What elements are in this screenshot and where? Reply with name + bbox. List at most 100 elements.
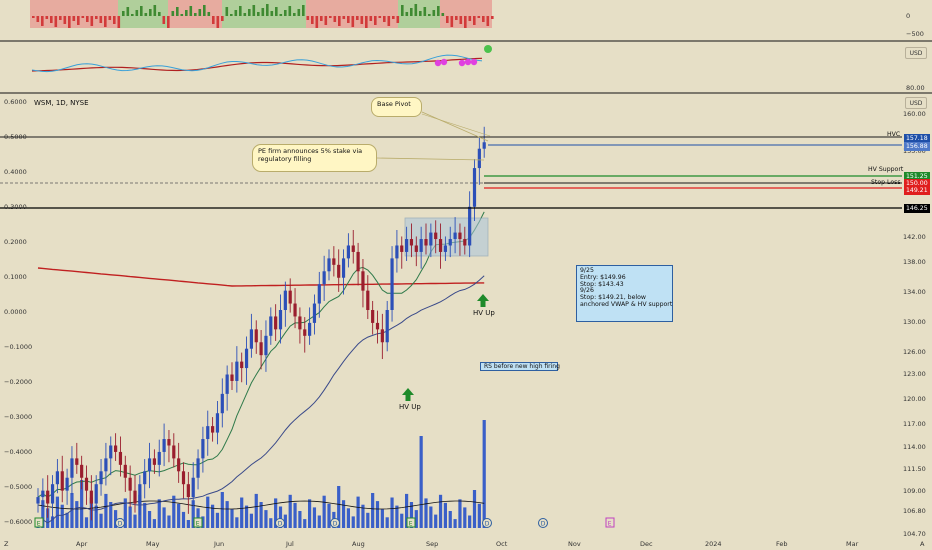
candle-body: [191, 477, 195, 498]
candle-body: [463, 239, 467, 246]
price-axis-tick: 123.00: [903, 370, 926, 378]
momentum-bar: [329, 16, 332, 18]
volume-bar: [99, 513, 103, 528]
momentum-bar: [324, 16, 328, 25]
candle-body: [341, 258, 346, 278]
usd-currency-button[interactable]: USD: [905, 97, 927, 109]
momentum-bar: [126, 7, 130, 16]
usd-currency-button[interactable]: USD: [905, 47, 927, 59]
trade-note-line: Entry: $149.96: [580, 273, 626, 281]
momentum-bar: [378, 16, 382, 18]
momentum-bar: [234, 10, 238, 16]
momentum-bar: [369, 16, 373, 21]
volume-bar: [414, 510, 418, 528]
volume-bar: [147, 511, 152, 528]
candle-body: [371, 310, 375, 323]
price-axis-tick: 114.00: [903, 443, 926, 451]
date-axis-label: Aug: [352, 540, 365, 548]
momentum-bar: [122, 11, 125, 16]
volume-bar: [472, 490, 477, 528]
momentum-bar: [482, 16, 485, 22]
momentum-bar: [189, 6, 193, 16]
momentum-bar: [63, 16, 67, 24]
candle-body: [400, 245, 404, 252]
volume-bar: [152, 519, 156, 528]
candle-body: [293, 303, 297, 317]
momentum-bar: [473, 16, 476, 25]
momentum-bar: [203, 5, 206, 16]
price-axis-tick: 109.00: [903, 487, 926, 495]
left-axis-tick: 0.2000: [4, 238, 27, 246]
candle-body: [438, 239, 443, 252]
volume-bar: [215, 512, 220, 528]
volume-bar: [361, 504, 365, 528]
volume-bar: [206, 496, 210, 528]
volume-bar: [341, 500, 346, 528]
trade-plan-note[interactable]: 9/25 Entry: $149.96 Stop: $143.43 9/26 S…: [576, 265, 673, 322]
candle-body: [46, 490, 50, 504]
left-axis-tick: 0.4000: [4, 168, 27, 176]
momentum-bar: [225, 7, 229, 16]
momentum-bar: [32, 16, 35, 18]
candle-body: [60, 471, 64, 491]
candle-body: [332, 258, 336, 265]
volume-bar: [181, 511, 186, 528]
candle-body: [104, 458, 108, 472]
left-axis-tick: 0.6000: [4, 98, 27, 106]
candle-body: [414, 245, 418, 252]
candle-body: [75, 458, 79, 465]
volume-bar: [186, 520, 190, 528]
volume-bar: [123, 498, 127, 528]
pe-stake-note[interactable]: PE firm announces 5% stake via regulator…: [252, 144, 377, 172]
candle-body: [482, 142, 486, 149]
left-axis-tick: 0.1000: [4, 273, 27, 281]
candle-body: [118, 451, 123, 465]
price-axis-tick: 134.00: [903, 288, 926, 296]
volume-bar: [240, 497, 244, 528]
pe-note-line: PE firm announces 5% stake via: [258, 147, 363, 155]
momentum-bar: [140, 6, 143, 16]
candle-body: [128, 477, 132, 491]
base-price-tag: 146.25: [904, 204, 930, 213]
dividend-marker-label: D: [118, 521, 123, 528]
candle-body: [55, 471, 59, 485]
candle-body: [356, 251, 360, 272]
rs-new-high-dot: [470, 58, 478, 66]
hv-up-label: HV Up: [473, 309, 495, 317]
momentum-bar: [221, 16, 224, 21]
candle-body: [283, 290, 287, 310]
hvc-sub-tag: 156.88: [904, 142, 930, 151]
price-axis-tick: 126.00: [903, 348, 926, 356]
momentum-bar: [387, 16, 391, 26]
momentum-bar: [72, 16, 76, 21]
volume-bar: [424, 498, 428, 528]
price-axis-tick: 155.00: [903, 147, 926, 155]
earnings-marker-label: E: [608, 521, 612, 528]
volume-bar: [371, 493, 375, 528]
candle-body: [80, 464, 84, 478]
price-axis-tick: 120.00: [903, 395, 926, 403]
hv-up-label: HV Up: [399, 403, 421, 411]
pe-note-line: regulatory filling: [258, 154, 312, 163]
candle-body: [41, 490, 45, 498]
volume-bar: [293, 502, 297, 528]
candle-body: [472, 168, 477, 207]
left-axis-tick: −0.3000: [4, 413, 32, 421]
momentum-bar: [333, 16, 337, 22]
volume-bar: [269, 518, 273, 528]
momentum-bar: [131, 14, 134, 16]
momentum-bar: [315, 16, 319, 28]
momentum-bar: [266, 4, 269, 16]
candle-body: [36, 497, 40, 504]
momentum-bar: [365, 16, 368, 28]
momentum-bar: [167, 16, 170, 28]
momentum-bar: [153, 5, 157, 16]
candle-body: [206, 426, 210, 440]
base-pivot-note[interactable]: Base Pivot: [371, 97, 422, 117]
momentum-bar: [446, 16, 449, 23]
rs-note[interactable]: RS before new high firing: [480, 362, 560, 371]
volume-average-line: [37, 500, 485, 510]
candle-body: [89, 490, 93, 504]
volume-bar: [283, 514, 287, 528]
